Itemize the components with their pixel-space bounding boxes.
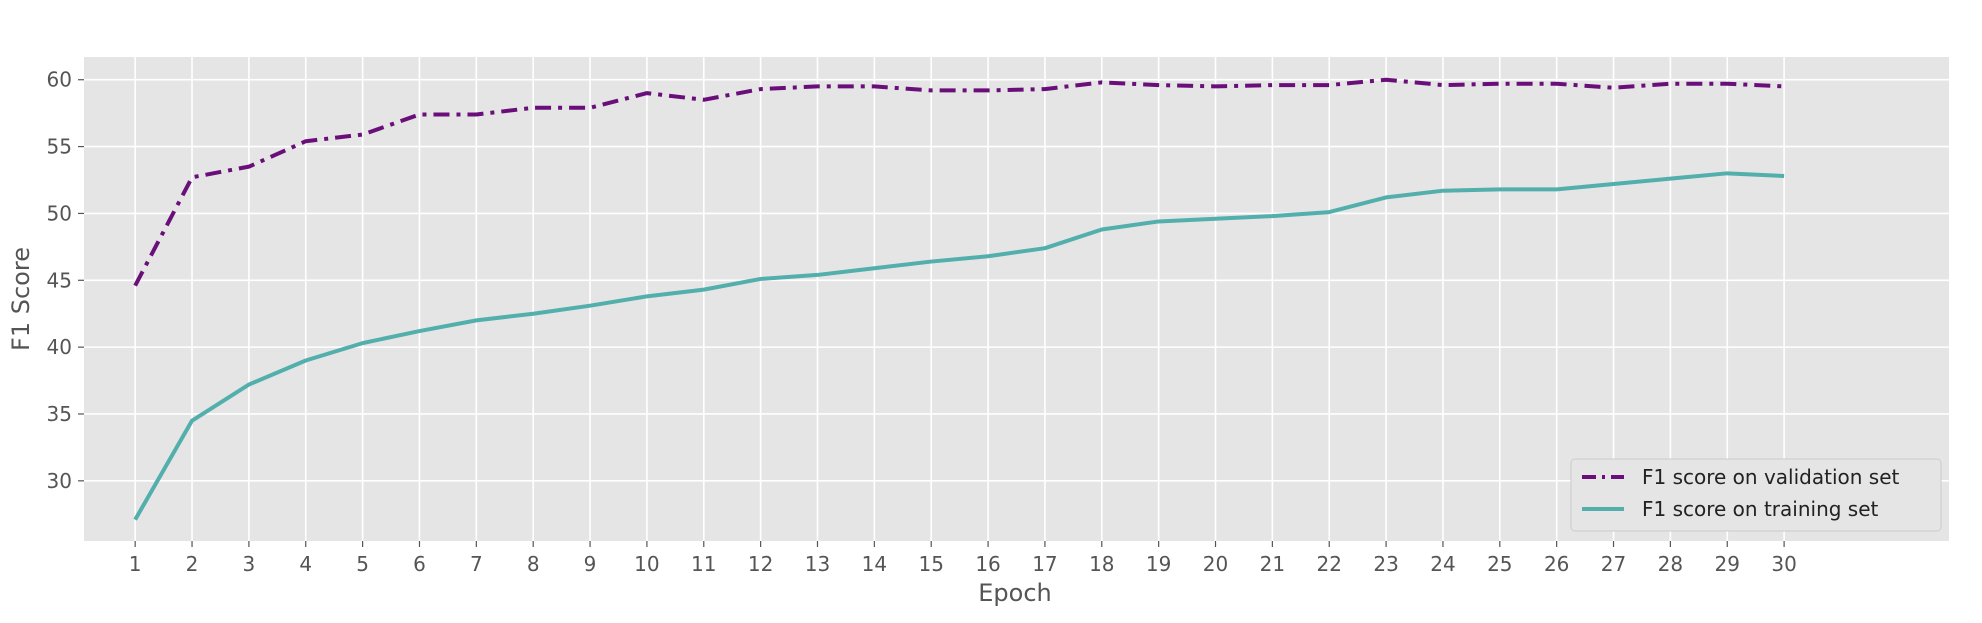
y-tick-label: 50 xyxy=(47,201,72,225)
legend: F1 score on validation set F1 score on t… xyxy=(1570,458,1942,532)
x-tick-label: 26 xyxy=(1544,552,1569,576)
y-axis-title: F1 Score xyxy=(7,247,35,351)
x-tick-label: 16 xyxy=(975,552,1000,576)
x-tick-label: 25 xyxy=(1487,552,1512,576)
x-tick-label: 23 xyxy=(1373,552,1398,576)
x-tick-label: 20 xyxy=(1203,552,1228,576)
y-tick-label: 30 xyxy=(47,469,72,493)
x-tick-label: 7 xyxy=(470,552,483,576)
y-tick-label: 35 xyxy=(47,402,72,426)
x-tick-label: 1 xyxy=(129,552,142,576)
x-tick-label: 11 xyxy=(691,552,716,576)
x-tick-label: 28 xyxy=(1658,552,1683,576)
tick-layer: 1 2 3 4 5 6 7 8 9 10 11 12 13 14 15 16 17 18 19 20 21 22 23 24 2… xyxy=(47,68,1797,576)
y-tick-label: 40 xyxy=(47,335,72,359)
series-layer xyxy=(133,77,1785,521)
x-tick-label: 3 xyxy=(243,552,256,576)
x-tick-label: 29 xyxy=(1715,552,1740,576)
x-tick-label: 6 xyxy=(413,552,426,576)
x-tick-label: 21 xyxy=(1260,552,1285,576)
legend-box xyxy=(1570,458,1942,532)
x-tick-label: 4 xyxy=(299,552,312,576)
x-tick-label: 12 xyxy=(748,552,773,576)
x-tick-label: 18 xyxy=(1089,552,1114,576)
x-tick-label: 10 xyxy=(634,552,659,576)
x-tick-label: 13 xyxy=(805,552,830,576)
x-tick-label: 15 xyxy=(918,552,943,576)
x-axis-title: Epoch xyxy=(978,579,1052,607)
y-tick-label: 55 xyxy=(47,135,72,159)
x-tick-label: 22 xyxy=(1317,552,1342,576)
legend-label-validation: F1 score on validation set xyxy=(1642,465,1900,489)
x-tick-label: 2 xyxy=(186,552,199,576)
x-tick-label: 9 xyxy=(584,552,597,576)
x-tick-label: 27 xyxy=(1601,552,1626,576)
x-tick-label: 14 xyxy=(862,552,887,576)
x-tick-label: 8 xyxy=(527,552,540,576)
legend-label-training: F1 score on training set xyxy=(1642,497,1879,521)
validation-series-line xyxy=(133,77,1785,287)
training-series-line xyxy=(133,171,1785,521)
x-tick-label: 30 xyxy=(1771,552,1796,576)
x-tick-label: 19 xyxy=(1146,552,1171,576)
y-tick-label: 45 xyxy=(47,268,72,292)
x-tick-label: 5 xyxy=(356,552,369,576)
grid-layer xyxy=(84,57,1949,541)
x-tick-label: 17 xyxy=(1032,552,1057,576)
y-tick-label: 60 xyxy=(47,68,72,92)
x-tick-label: 24 xyxy=(1430,552,1455,576)
